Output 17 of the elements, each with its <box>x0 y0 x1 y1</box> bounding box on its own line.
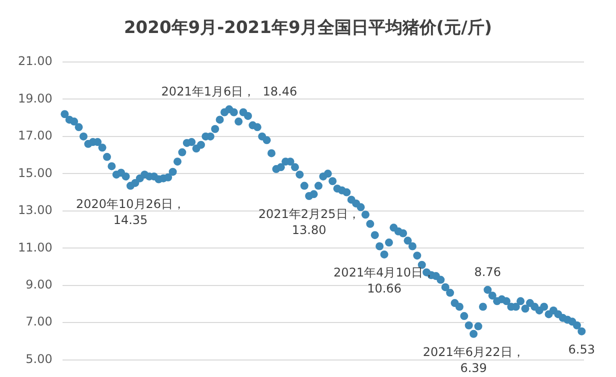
y-tick-label: 15.00 <box>18 166 52 180</box>
annotation: 2021年2月25日， 13.80 <box>258 207 360 238</box>
annotation: 2021年1月6日， 18.46 <box>161 84 298 98</box>
y-tick-label: 9.00 <box>26 277 52 292</box>
y-tick-label: 19.00 <box>18 91 52 106</box>
y-tick-label: 11.00 <box>18 240 52 254</box>
y-tick-label: 5.00 <box>26 352 52 366</box>
annotation: 6.53 <box>568 342 596 356</box>
annotation: 2021年6月22日， 6.39 <box>422 344 524 375</box>
y-tick-label: 7.00 <box>26 314 52 329</box>
y-tick-label: 21.00 <box>18 54 52 68</box>
y-tick-label: 13.00 <box>18 203 52 218</box>
annotation: 2020年10月26日， 14.35 <box>76 196 186 227</box>
annotation: 2021年4月10日， 10.66 <box>334 265 435 296</box>
annotation: 8.76 <box>474 264 502 279</box>
y-tick-label: 17.00 <box>18 128 52 143</box>
chart-title: 2020年9月-2021年9月全国日平均猪价(元/斤) <box>122 17 494 40</box>
